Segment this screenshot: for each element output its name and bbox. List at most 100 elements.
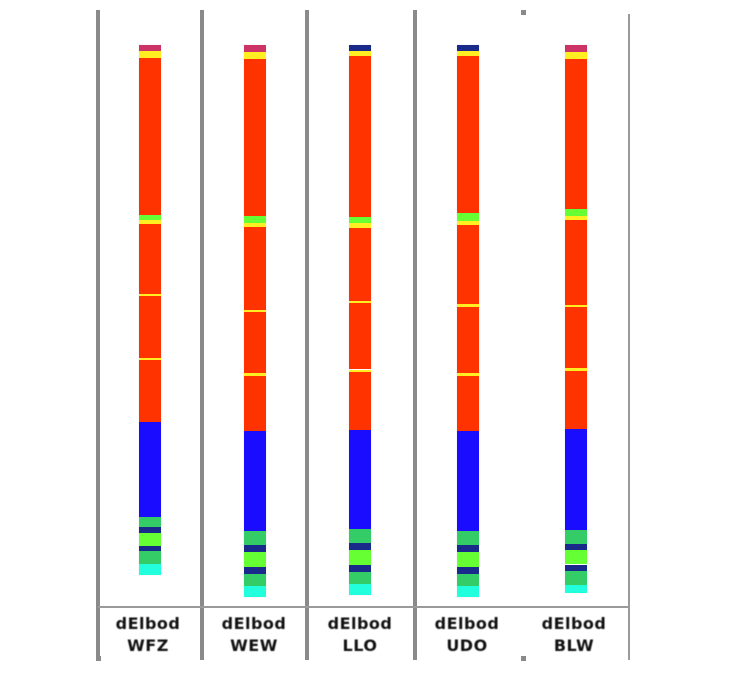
strip-segment-green xyxy=(244,530,266,545)
strip-segment-dominant xyxy=(349,302,371,370)
column-label-blw: dElbod BLW xyxy=(522,613,626,657)
strip-segment-yellow xyxy=(457,304,479,307)
corner-mark-top xyxy=(521,10,526,15)
strip-segment-block xyxy=(457,431,479,531)
strip-segment-yellow xyxy=(565,305,587,308)
strip-segment-cyan xyxy=(565,584,587,593)
strip-segment-yellow xyxy=(565,51,587,60)
column-label-udo: dElbod UDO xyxy=(415,613,519,657)
strip-segment-yellow xyxy=(139,51,161,58)
strip-segment-navy xyxy=(565,564,587,572)
column-strip-llo xyxy=(349,45,371,595)
column-label-wfz: dElbod WFZ xyxy=(96,613,200,657)
strip-segment-dominant xyxy=(244,312,266,374)
strip-segment-dominant xyxy=(244,59,266,217)
strip-segment-dominant xyxy=(244,376,266,432)
strip-segment-transition xyxy=(565,550,587,565)
strip-segment-block xyxy=(139,422,161,517)
strip-segment-yellow xyxy=(457,373,479,376)
strip-segment-green xyxy=(139,516,161,528)
strip-segment-dominant xyxy=(565,370,587,429)
strip-segment-cyan xyxy=(139,564,161,575)
strip-segment-block xyxy=(565,428,587,530)
column-label-line1: dElbod xyxy=(541,614,607,633)
strip-segment-transition xyxy=(244,551,266,567)
column-label-llo: dElbod LLO xyxy=(308,613,412,657)
strip-segment-transition xyxy=(139,532,161,546)
strip-segment-dominant xyxy=(349,371,371,430)
strip-segment-dominant xyxy=(457,306,479,374)
strip-segment-navy xyxy=(349,542,371,550)
strip-segment-navy xyxy=(457,566,479,574)
column-label-line1: dElbod xyxy=(221,614,287,633)
strip-segment-navy xyxy=(244,566,266,574)
column-strip-wew xyxy=(244,45,266,597)
divider-right xyxy=(628,14,630,660)
strip-segment-magenta xyxy=(139,45,161,52)
strip-segment-yellow xyxy=(244,222,266,228)
strip-segment-dominant xyxy=(565,59,587,210)
strip-segment-transition xyxy=(244,216,266,223)
strip-segment-dominant xyxy=(457,375,479,432)
strip-segment-cyan xyxy=(244,585,266,597)
strip-segment-yellow xyxy=(349,300,371,303)
strip-segment-yellow xyxy=(244,373,266,377)
strip-segment-yellow xyxy=(457,50,479,57)
strip-segment-green xyxy=(349,571,371,584)
strip-segment-magenta xyxy=(565,45,587,52)
strip-segment-dominant xyxy=(139,296,161,358)
strip-segment-dominant xyxy=(139,359,161,423)
strip-segment-transition xyxy=(349,549,371,565)
strip-segment-yellow xyxy=(565,215,587,221)
strip-segment-dominant xyxy=(139,57,161,215)
strip-segment-navy xyxy=(457,45,479,51)
strip-segment-navy xyxy=(244,544,266,552)
strip-segment-cyan xyxy=(457,585,479,597)
strip-segment-yellow xyxy=(139,294,161,297)
strip-segment-transition xyxy=(457,213,479,221)
strip-segment-block xyxy=(349,430,371,529)
column-label-line1: dElbod xyxy=(434,614,500,633)
strip-segment-yellow xyxy=(457,220,479,225)
divider-left xyxy=(96,10,100,660)
strip-segment-dominant xyxy=(349,227,371,301)
strip-segment-transition xyxy=(139,214,161,220)
strip-segment-green xyxy=(349,529,371,543)
strip-segment-dominant xyxy=(349,56,371,217)
strip-segment-navy xyxy=(565,543,587,551)
strip-segment-dominant xyxy=(139,224,161,295)
strip-segment-navy xyxy=(349,45,371,51)
strip-segment-green xyxy=(457,530,479,545)
strip-segment-dominant xyxy=(457,56,479,214)
corner-mark-bottom-mid xyxy=(521,656,526,661)
column-strip-blw xyxy=(565,45,587,593)
strip-segment-yellow xyxy=(244,309,266,313)
column-label-line2: LLO xyxy=(342,636,378,655)
column-label-line2: WEW xyxy=(230,636,278,655)
corner-mark-bottom-left xyxy=(96,656,101,661)
strip-segment-yellow xyxy=(244,51,266,60)
strip-segment-green xyxy=(565,571,587,585)
strip-segment-green xyxy=(139,551,161,565)
strip-segment-yellow xyxy=(139,219,161,225)
strip-segment-dominant xyxy=(244,227,266,310)
strip-segment-yellow xyxy=(139,357,161,360)
strip-segment-dominant xyxy=(565,307,587,369)
strip-segment-dominant xyxy=(565,220,587,306)
strip-segment-yellow xyxy=(349,369,371,372)
strip-segment-yellow xyxy=(565,368,587,371)
column-label-line2: WFZ xyxy=(127,636,169,655)
column-label-line2: BLW xyxy=(553,636,595,655)
strip-segment-yellow xyxy=(349,223,371,228)
divider-2 xyxy=(305,10,309,660)
baseline xyxy=(98,606,630,608)
column-label-wew: dElbod WEW xyxy=(202,613,306,657)
strip-segment-navy xyxy=(457,544,479,552)
column-strip-udo xyxy=(457,45,479,597)
column-label-line1: dElbod xyxy=(115,614,181,633)
strip-segment-green xyxy=(244,573,266,586)
strip-segment-yellow xyxy=(349,50,371,56)
column-label-line2: UDO xyxy=(446,636,488,655)
strip-segment-transition xyxy=(565,209,587,216)
strip-segment-transition xyxy=(457,551,479,567)
